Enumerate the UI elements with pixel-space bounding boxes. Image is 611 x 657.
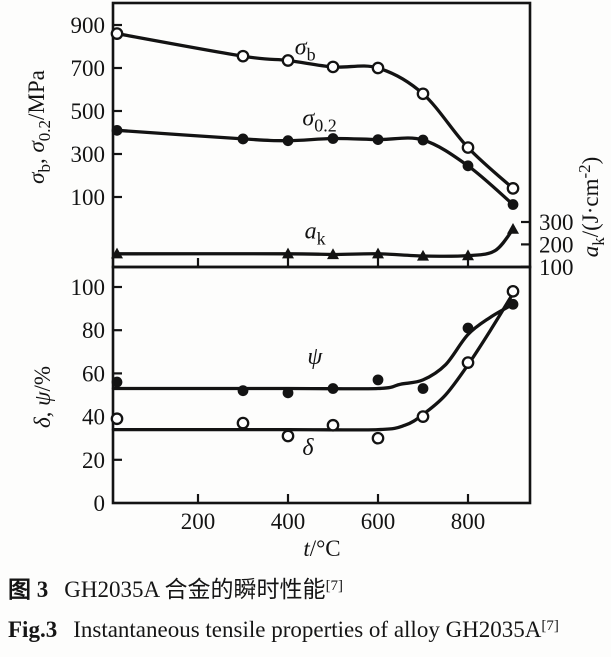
panel-ductility-frame xyxy=(111,265,532,505)
series-delta: δ xyxy=(110,284,520,461)
data-point-marker xyxy=(326,60,340,74)
data-point-marker xyxy=(111,247,123,259)
data-point-marker xyxy=(417,134,429,146)
y-axis-left-label-strength: σb, σ0.2/MPa xyxy=(24,70,54,184)
data-point-marker xyxy=(326,418,340,432)
data-point-marker xyxy=(416,410,430,423)
series-label-a-k: ak xyxy=(305,219,326,249)
y-tick-label: 40 xyxy=(82,405,105,430)
data-point-marker xyxy=(462,322,474,334)
data-point-marker xyxy=(507,298,519,310)
y-tick-label: 100 xyxy=(71,185,106,210)
data-point-marker xyxy=(507,199,519,210)
y-tick-label: 100 xyxy=(71,275,106,300)
x-tick-label: 600 xyxy=(361,509,396,534)
caption-en-reference: [7] xyxy=(541,618,559,634)
series-label-sigma-0-2: σ0.2 xyxy=(302,105,336,135)
y-axis-left-ductility: 100 80 60 40 20 0 xyxy=(71,275,122,516)
panel-ductility: 100 80 60 40 20 0 ψ δ xyxy=(71,275,520,516)
caption-english: Fig.3 Instantaneous tensile properties of… xyxy=(8,617,559,643)
y-tick-label: 60 xyxy=(82,361,105,386)
x-tick-label: 400 xyxy=(271,509,306,534)
data-point-marker xyxy=(236,49,250,63)
data-point-marker xyxy=(327,248,339,260)
y-tick-label: 300 xyxy=(71,142,106,167)
tensile-properties-chart: 200 400 600 800t/°C900700500300100300200100… xyxy=(24,1,608,561)
data-point-marker xyxy=(507,222,519,234)
x-tick-label: 200 xyxy=(181,509,216,534)
x-tick-label: 800 xyxy=(451,509,486,534)
series-a-k: ak xyxy=(111,219,519,261)
data-point-marker xyxy=(506,284,520,298)
data-point-marker xyxy=(461,356,475,369)
series-curve-psi xyxy=(111,302,515,391)
x-axis: 200 400 600 800 t/°C xyxy=(181,258,486,561)
svg-text:ak/(J·cm-2): ak/(J·cm-2) xyxy=(575,157,608,258)
x-axis-label: t/°C xyxy=(303,536,340,561)
y-tick-label: 700 xyxy=(71,56,106,81)
y-axis-right-label: ak/(J·cm-2) xyxy=(575,157,608,258)
caption-chinese: 图 3 GH2035A 合金的瞬时性能[7] xyxy=(8,577,343,603)
series-label-sigma-b: σb xyxy=(295,35,316,65)
series-psi: ψ xyxy=(111,298,519,399)
data-point-marker xyxy=(371,61,385,75)
caption-zh-label: 图 3 xyxy=(8,577,49,602)
y-tick-label: 300 xyxy=(539,210,574,235)
caption-en-label: Fig.3 xyxy=(8,617,58,642)
data-point-marker xyxy=(236,416,250,430)
y-tick-label: 0 xyxy=(94,491,106,516)
caption-zh-text: GH2035A 合金的瞬时性能 xyxy=(64,577,326,602)
y-tick-label: 80 xyxy=(82,318,105,343)
data-point-marker xyxy=(462,249,474,261)
data-point-marker xyxy=(282,135,294,147)
data-point-marker xyxy=(371,431,385,445)
data-point-marker xyxy=(111,376,123,388)
y-tick-label: 200 xyxy=(539,232,574,257)
series-curve-delta xyxy=(111,291,515,432)
y-axis-left-strength: 900 700 500 300 100 xyxy=(71,13,122,210)
data-point-marker xyxy=(506,182,520,195)
data-point-marker xyxy=(282,387,294,399)
series-curve-a-k xyxy=(115,227,515,258)
data-point-marker xyxy=(327,133,339,144)
data-point-marker xyxy=(111,124,123,136)
data-point-marker xyxy=(372,374,384,386)
data-point-marker xyxy=(417,249,429,261)
data-point-marker xyxy=(281,54,295,67)
data-point-marker xyxy=(327,383,339,394)
data-point-marker xyxy=(462,160,474,172)
y-tick-label: 20 xyxy=(82,448,105,473)
data-point-marker xyxy=(372,247,384,259)
data-point-marker xyxy=(281,429,295,443)
data-point-marker xyxy=(237,133,249,145)
series-curve-sigma-0-2 xyxy=(115,128,515,207)
data-point-marker xyxy=(417,383,429,394)
svg-text:σb, σ0.2/MPa: σb, σ0.2/MPa xyxy=(24,70,54,184)
data-point-marker xyxy=(110,412,124,426)
y-tick-label: 500 xyxy=(71,99,106,124)
series-sigma-0-2: σ0.2 xyxy=(111,105,519,210)
data-point-marker xyxy=(416,87,430,101)
data-point-marker xyxy=(461,141,475,154)
series-label-delta: δ xyxy=(302,435,314,461)
data-point-marker xyxy=(110,27,124,40)
caption-en-text: Instantaneous tensile properties of allo… xyxy=(73,617,542,642)
svg-text:δ, ψ/%: δ, ψ/% xyxy=(30,366,55,428)
y-axis-left-label-ductility: δ, ψ/% xyxy=(30,366,55,428)
data-point-marker xyxy=(372,134,384,145)
data-point-marker xyxy=(237,385,249,397)
series-sigma-b: σb xyxy=(110,27,520,195)
y-tick-label: 100 xyxy=(539,255,574,280)
y-tick-label: 900 xyxy=(71,13,106,38)
series-label-psi: ψ xyxy=(307,344,323,370)
data-point-marker xyxy=(282,247,294,259)
caption-zh-reference: [7] xyxy=(325,578,344,594)
